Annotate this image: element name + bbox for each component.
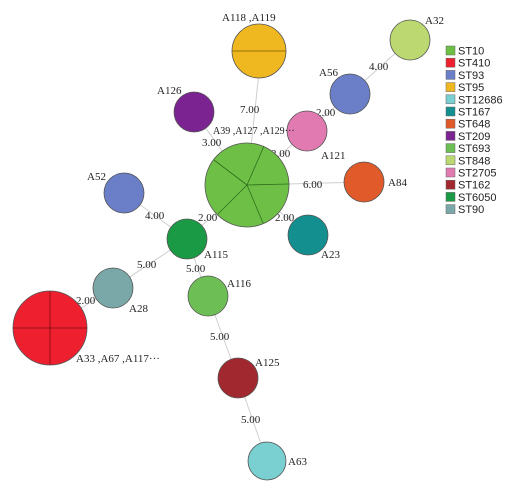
legend-label: ST209	[458, 131, 490, 143]
node-a118	[231, 23, 287, 79]
legend-label: ST90	[458, 204, 484, 216]
edge-label: 4.00	[145, 210, 165, 222]
edge-label: 2.00	[275, 212, 295, 224]
edge-label: 2.00	[198, 212, 218, 224]
legend-item: ST12686	[445, 94, 503, 106]
legend-item: ST93	[445, 70, 484, 82]
legend-label: ST162	[458, 180, 490, 192]
edge-label: 4.00	[369, 61, 389, 73]
legend-swatch	[445, 57, 456, 68]
node-label: A116	[227, 278, 252, 290]
legend-swatch	[445, 204, 456, 214]
legend-label: ST6050	[458, 192, 497, 204]
node-label: A63	[288, 456, 307, 468]
legend-item: ST90	[445, 204, 484, 216]
edge-label: 6.00	[303, 179, 323, 191]
legend-swatch	[445, 179, 456, 190]
node-label: A23	[321, 249, 340, 261]
node-label: A32	[425, 15, 444, 27]
legend-swatch	[445, 118, 456, 129]
node-label: A28	[129, 303, 148, 315]
node-label: A118 ,A119	[222, 12, 276, 24]
legend-item: ST848	[445, 155, 490, 167]
legend-swatch	[445, 45, 456, 56]
legend-swatch	[445, 70, 456, 80]
node-a126	[173, 91, 215, 133]
node-label: A125	[255, 357, 280, 369]
legend-swatch	[445, 106, 456, 117]
legend-label: ST848	[458, 155, 490, 167]
node-label: A39 ,A127 ,A129···	[213, 126, 295, 137]
legend-item: ST410	[445, 57, 490, 70]
node-a52	[103, 172, 145, 214]
legend-label: ST12686	[458, 94, 503, 106]
legend-item: ST95	[445, 82, 484, 94]
edge-label: 5.00	[210, 331, 230, 343]
nodes	[12, 19, 431, 481]
node-label: A121	[321, 150, 345, 162]
legend-item: ST10	[445, 45, 484, 58]
node-label: A84	[388, 177, 407, 189]
legend-swatch	[445, 131, 456, 141]
edge-label: 2.00	[316, 107, 336, 119]
node-label: A126	[157, 85, 182, 97]
node-label: A56	[319, 67, 338, 79]
legend-item: ST2705	[445, 167, 497, 180]
node-label: A52	[87, 171, 106, 183]
legend-item: ST162	[445, 179, 490, 192]
edge-label: 5.00	[186, 263, 206, 275]
node-a84	[343, 161, 385, 203]
edge-label: 7.00	[240, 104, 260, 116]
node-a56	[329, 73, 371, 115]
edge-labels: 7.00 4.00 3.00 2.00 2.00 6.00 4.00 2.00 …	[76, 61, 389, 426]
legend-label: ST167	[458, 107, 490, 119]
node-a125	[217, 357, 259, 399]
edge-label: 5.00	[137, 259, 157, 271]
legend-item: ST648	[445, 118, 490, 131]
legend-swatch	[445, 167, 456, 178]
legend-swatch	[445, 143, 456, 153]
node-label: A115	[204, 249, 229, 261]
legend-label: ST648	[458, 119, 490, 131]
node-center-hub	[204, 142, 290, 228]
node-a33	[12, 290, 88, 366]
node-a116	[187, 275, 229, 317]
legend-swatch	[445, 94, 456, 105]
legend-label: ST10	[458, 46, 484, 58]
legend-label: ST693	[458, 143, 490, 155]
edge-label: 2.00	[76, 295, 96, 307]
legend-label: ST93	[458, 70, 484, 82]
node-label: A33 ,A67 ,A117···	[76, 353, 160, 365]
legend-item: ST693	[445, 143, 490, 155]
edge-label: 5.00	[241, 414, 261, 426]
node-a115	[166, 218, 208, 260]
node-a23	[287, 214, 329, 256]
node-a63	[247, 441, 287, 481]
legend-swatch	[445, 82, 456, 92]
node-a32	[389, 19, 431, 61]
legend-item: ST167	[445, 106, 490, 119]
legend-swatch	[445, 155, 456, 166]
node-labels: A118 ,A119 A32 A56 A126 A121 A39 ,A127 ,…	[76, 12, 444, 468]
legend-swatch	[445, 192, 456, 202]
node-a121	[286, 110, 328, 152]
edge-label: 3.00	[202, 137, 222, 149]
legend-item: ST209	[445, 131, 490, 143]
legend-label: ST410	[458, 58, 490, 70]
node-a28	[92, 267, 134, 309]
legend-label: ST2705	[458, 168, 497, 180]
legend-item: ST6050	[445, 192, 497, 204]
legend: ST10ST410ST93ST95ST12686ST167ST648ST209S…	[445, 45, 503, 216]
legend-label: ST95	[458, 82, 484, 94]
